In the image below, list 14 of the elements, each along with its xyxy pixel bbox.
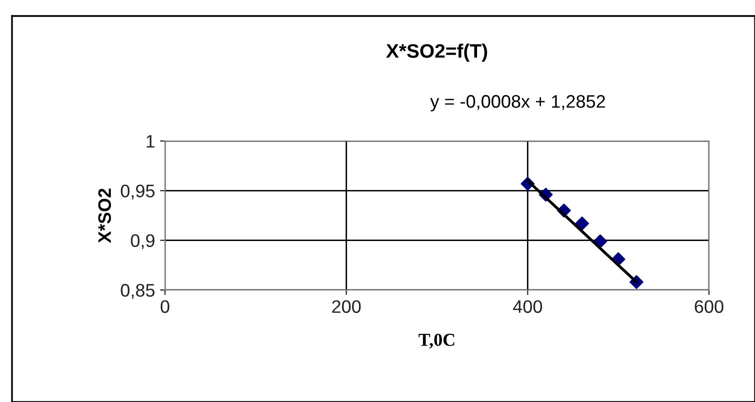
- x-tick-label: 400: [513, 300, 542, 313]
- point: [575, 216, 589, 230]
- y-axis-title: X*SO2: [98, 188, 112, 243]
- x-tick-label: 200: [332, 300, 361, 313]
- text: y = -0,0008x + 1,2852: [430, 95, 605, 112]
- x-tick-label: 600: [694, 300, 724, 313]
- x-tick-label: 0: [160, 300, 170, 313]
- y-tick-label: 0,9: [130, 234, 154, 250]
- x-axis-title: T,0C: [418, 334, 454, 349]
- y-tick-label: 0,85: [120, 284, 155, 299]
- y-tick-label: 1: [146, 135, 154, 148]
- y-tick-label: 0,95: [120, 184, 155, 200]
- point: [593, 234, 608, 248]
- chart-title: X*SO2=f(T): [386, 44, 488, 62]
